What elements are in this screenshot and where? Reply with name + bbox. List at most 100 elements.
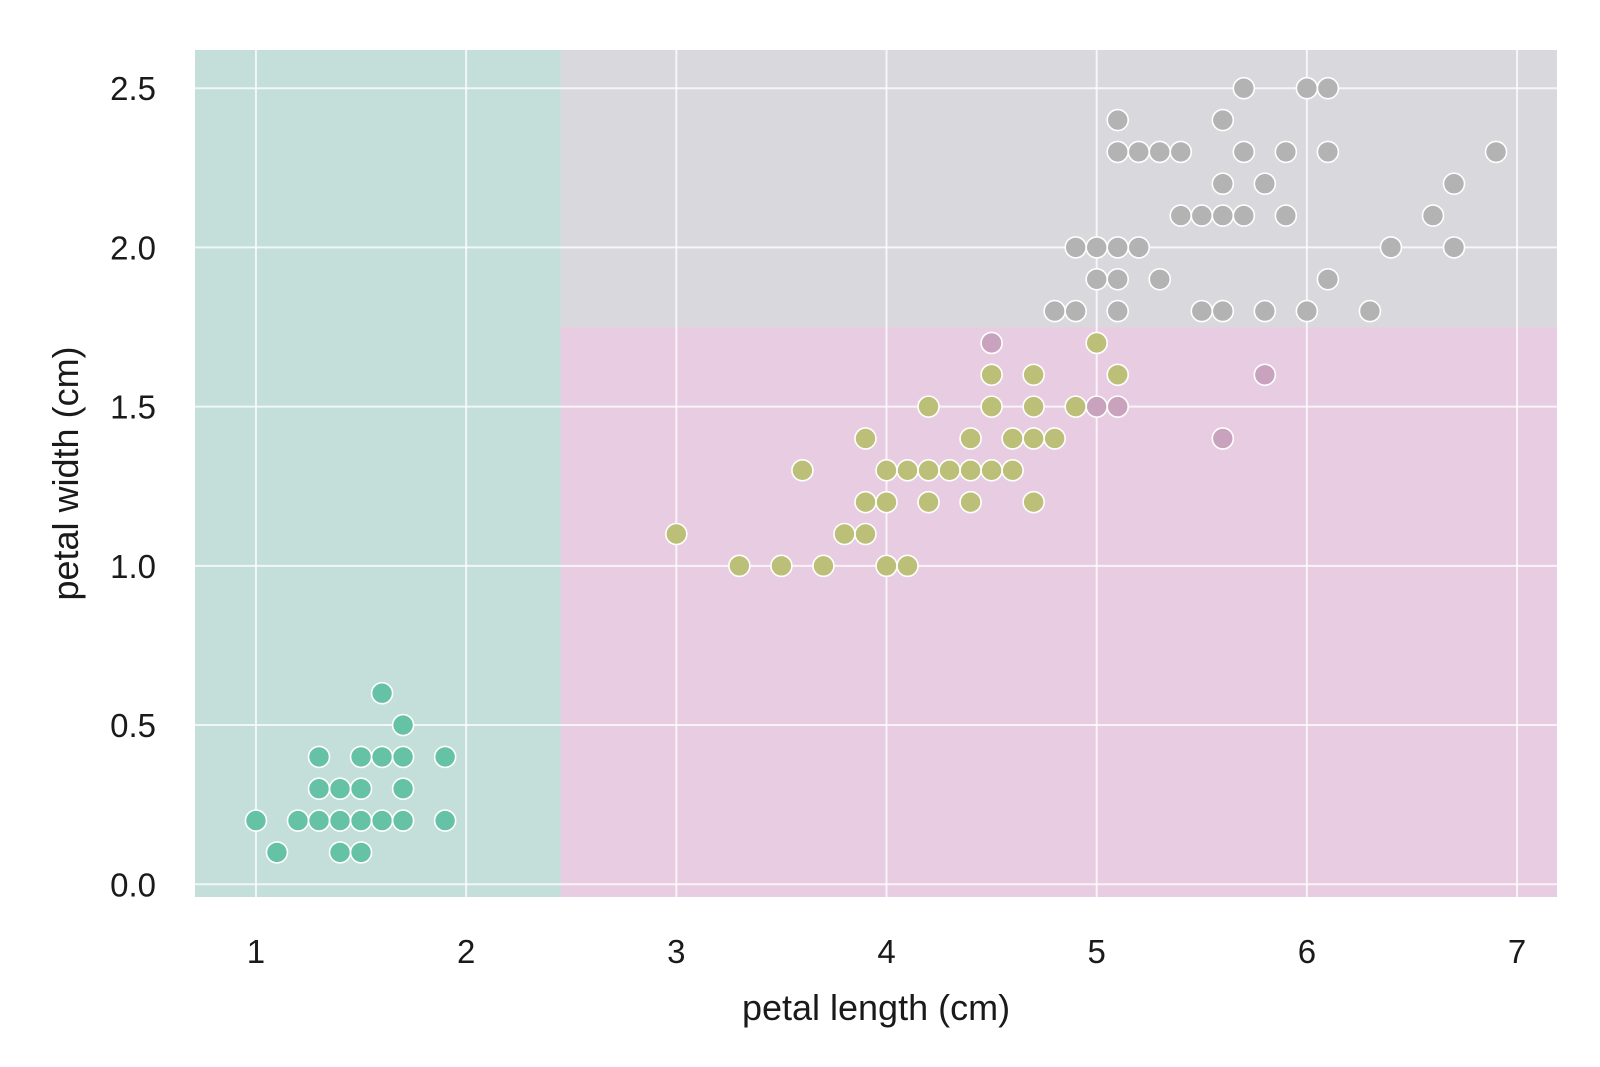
data-point xyxy=(1043,427,1066,450)
data-point xyxy=(938,459,961,482)
data-point xyxy=(1316,76,1340,100)
x-tick-label: 3 xyxy=(667,933,685,970)
data-point xyxy=(854,427,877,450)
data-point xyxy=(980,363,1003,387)
data-points xyxy=(244,76,1508,864)
data-point xyxy=(1211,108,1235,132)
x-tick-label: 6 xyxy=(1298,933,1316,970)
data-point xyxy=(370,809,394,832)
data-point xyxy=(917,459,940,482)
data-point xyxy=(1106,108,1130,132)
data-point xyxy=(1001,427,1024,450)
y-tick-label: 2.5 xyxy=(110,70,156,107)
data-point xyxy=(1064,395,1087,418)
data-point xyxy=(980,331,1003,355)
data-point xyxy=(854,490,877,514)
data-point xyxy=(665,522,688,546)
y-axis-ticks: 0.0 0.5 1.0 1.5 2.0 2.5 xyxy=(110,70,156,903)
data-point xyxy=(1106,363,1130,387)
data-point xyxy=(959,490,982,514)
data-point xyxy=(1442,172,1466,196)
data-point xyxy=(1106,236,1130,259)
data-point xyxy=(1190,299,1214,323)
data-point xyxy=(349,841,373,864)
x-axis-label: petal length (cm) xyxy=(742,987,1010,1028)
data-point xyxy=(1211,172,1235,196)
data-point xyxy=(391,713,415,737)
data-point xyxy=(980,459,1003,482)
data-point xyxy=(1085,236,1108,259)
data-point xyxy=(1148,267,1172,291)
data-point xyxy=(1253,172,1277,196)
data-point xyxy=(1085,267,1108,291)
y-tick-label: 0.5 xyxy=(110,707,156,744)
data-point xyxy=(1127,140,1151,164)
y-tick-label: 0.0 xyxy=(110,866,156,903)
data-point xyxy=(391,809,415,832)
data-point xyxy=(1232,140,1256,164)
data-point xyxy=(896,459,919,482)
data-point xyxy=(1106,140,1130,164)
data-point xyxy=(1358,299,1382,323)
data-point xyxy=(1022,427,1045,450)
decision-region-3 xyxy=(560,50,1557,328)
data-point xyxy=(1064,236,1087,259)
x-tick-label: 1 xyxy=(247,933,265,970)
data-point xyxy=(1421,204,1445,227)
x-axis-ticks: 1 2 3 4 5 6 7 xyxy=(247,933,1526,970)
data-point xyxy=(1442,236,1466,259)
data-point xyxy=(875,554,898,578)
data-point xyxy=(1253,299,1277,323)
data-point xyxy=(917,490,940,514)
y-tick-label: 1.5 xyxy=(110,389,156,426)
data-point xyxy=(1232,76,1256,100)
data-point xyxy=(1232,204,1256,227)
data-point xyxy=(286,809,310,832)
data-point xyxy=(265,841,289,864)
data-point xyxy=(433,809,457,832)
x-tick-label: 4 xyxy=(877,933,895,970)
data-point xyxy=(896,554,919,578)
data-point xyxy=(1295,299,1319,323)
y-axis-label: petal width (cm) xyxy=(45,346,86,600)
data-point xyxy=(328,841,352,864)
data-point xyxy=(833,522,856,546)
data-point xyxy=(307,777,331,801)
data-point xyxy=(1085,331,1108,355)
decision-region-2 xyxy=(560,327,1557,897)
data-point xyxy=(1022,363,1045,387)
data-point xyxy=(1169,204,1193,227)
data-point xyxy=(1022,490,1045,514)
data-point xyxy=(391,745,415,769)
data-point xyxy=(917,395,940,418)
data-point xyxy=(433,745,457,769)
data-point xyxy=(1316,267,1340,291)
data-point xyxy=(1211,204,1235,227)
data-point xyxy=(307,809,331,832)
data-point xyxy=(370,681,394,705)
data-point xyxy=(370,745,394,769)
data-point xyxy=(1106,267,1130,291)
data-point xyxy=(1295,76,1319,100)
data-point xyxy=(812,554,835,578)
data-point xyxy=(1106,395,1130,418)
data-point xyxy=(728,554,751,578)
data-point xyxy=(959,427,982,450)
data-point xyxy=(1316,140,1340,164)
data-point xyxy=(875,490,898,514)
data-point xyxy=(959,459,982,482)
data-point xyxy=(1043,299,1066,323)
data-point xyxy=(1484,140,1508,164)
data-point xyxy=(770,554,793,578)
data-point xyxy=(980,395,1003,418)
y-tick-label: 1.0 xyxy=(110,548,156,585)
data-point xyxy=(1127,236,1151,259)
data-point xyxy=(349,777,373,801)
data-point xyxy=(1001,459,1024,482)
data-point xyxy=(349,745,373,769)
data-point xyxy=(1274,140,1298,164)
data-point xyxy=(1253,363,1277,387)
y-tick-label: 2.0 xyxy=(110,229,156,266)
decision-region-1 xyxy=(195,50,561,897)
